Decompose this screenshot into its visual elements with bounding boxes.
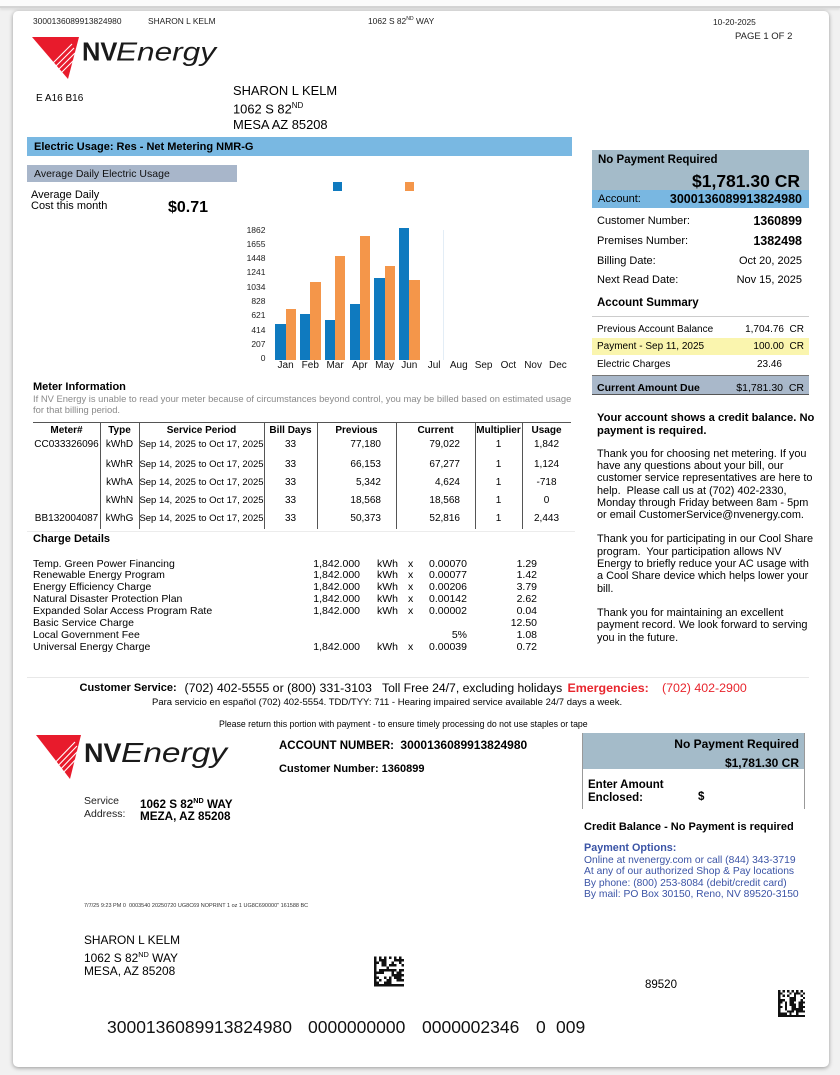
svg-text:Energy: Energy: [116, 37, 218, 67]
svg-text:NV: NV: [82, 39, 117, 67]
svg-text:Energy: Energy: [121, 737, 229, 768]
svg-text:NV: NV: [84, 738, 122, 768]
